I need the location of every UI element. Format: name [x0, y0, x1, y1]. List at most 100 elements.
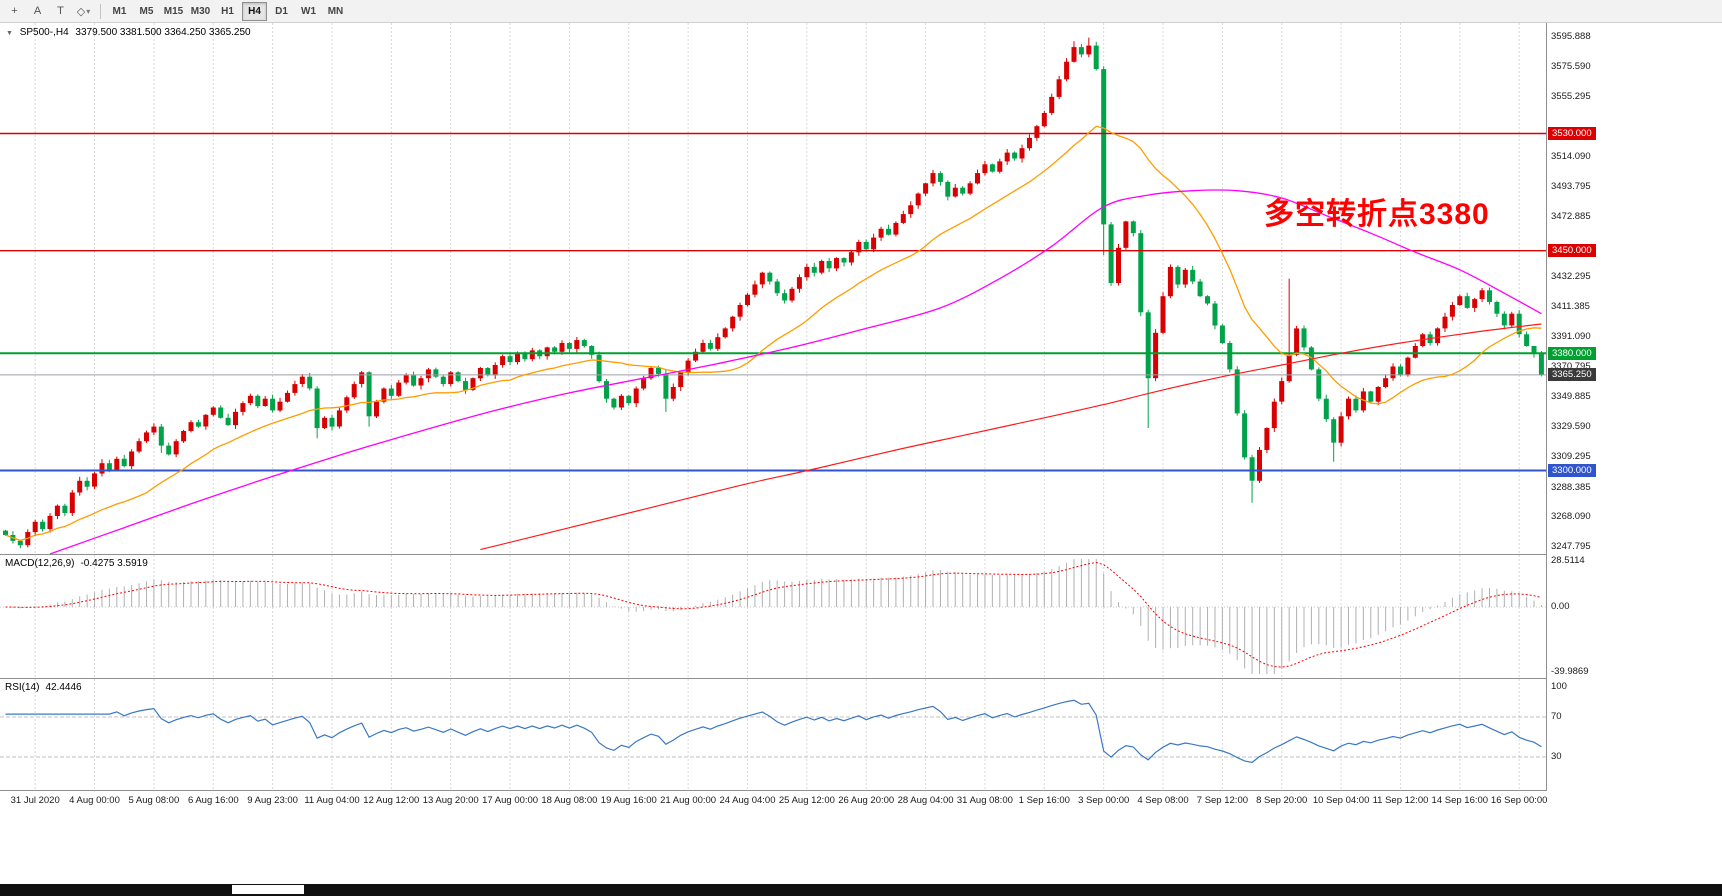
symbol-menu-icon[interactable]: ▼ — [6, 30, 13, 37]
macd-axis-label: -39.9869 — [1551, 666, 1589, 678]
chart-title: ▼ SP500-,H4 3379.500 3381.500 3364.250 3… — [6, 27, 255, 38]
time-axis-label: 31 Aug 08:00 — [956, 795, 1013, 806]
time-axis-label: 13 Aug 20:00 — [422, 795, 479, 806]
timeframe-button-w1[interactable]: W1 — [301, 5, 316, 17]
time-axis-label: 4 Sep 08:00 — [1137, 795, 1189, 806]
rsi-label: RSI(14) 42.4446 — [5, 682, 82, 693]
symbol-timeframe-label: SP500-,H4 — [19, 27, 69, 38]
price-tag-3450.000: 3450.000 — [1548, 244, 1596, 258]
macd-name: MACD(12,26,9) — [5, 558, 75, 569]
price-axis-label: 3514.090 — [1551, 150, 1591, 162]
time-axis-label: 31 Jul 2020 — [10, 795, 60, 806]
macd-label: MACD(12,26,9) -0.4275 3.5919 — [5, 558, 148, 569]
time-axis-label: 25 Aug 12:00 — [778, 795, 835, 806]
price-axis-label: 3472.885 — [1551, 211, 1591, 223]
rsi-panel[interactable]: RSI(14) 42.4446 — [0, 679, 1546, 790]
price-axis-label: 3329.590 — [1551, 421, 1591, 433]
price-axis-label: 3555.295 — [1551, 90, 1591, 102]
rsi-value: 42.4446 — [45, 682, 82, 693]
price-axis-label: 3309.295 — [1551, 450, 1591, 462]
taskbar-item[interactable] — [232, 885, 304, 894]
time-axis-label: 7 Sep 12:00 — [1196, 795, 1249, 806]
time-axis-label: 8 Sep 20:00 — [1256, 795, 1308, 806]
timeframe-button-m30[interactable]: M30 — [190, 5, 211, 17]
price-axis-label: 3349.885 — [1551, 391, 1591, 403]
time-axis-label: 10 Sep 04:00 — [1312, 795, 1370, 806]
price-tag-3530.000: 3530.000 — [1548, 127, 1596, 140]
dropdown-caret-icon: ▾ — [86, 6, 91, 16]
time-axis-label: 11 Sep 12:00 — [1372, 795, 1429, 806]
time-axis-label: 9 Aug 23:00 — [247, 795, 298, 806]
ma-mid-line — [49, 189, 1542, 554]
time-axis-label: 11 Aug 04:00 — [304, 795, 360, 806]
price-tag-3380.000: 3380.000 — [1548, 346, 1596, 360]
time-axis-label: 24 Aug 04:00 — [719, 795, 776, 806]
price-axis-label: 3247.795 — [1551, 541, 1591, 552]
time-axis-label: 21 Aug 00:00 — [660, 795, 717, 806]
rsi-axis-label: 70 — [1551, 711, 1562, 722]
time-axis-label: 4 Aug 00:00 — [69, 795, 120, 806]
price-axis-label: 3595.888 — [1551, 31, 1591, 42]
macd-histogram — [12, 559, 1542, 674]
time-axis-label: 1 Sep 16:00 — [1018, 795, 1070, 806]
time-axis[interactable]: 31 Jul 2020 4 Aug 00:00 5 Aug 08:00 6 Aug 1… — [0, 791, 1722, 815]
timeframe-button-m1[interactable]: M1 — [112, 5, 127, 17]
time-axis-label: 19 Aug 16:00 — [600, 795, 657, 806]
rsi-line — [5, 699, 1542, 764]
panel-separator[interactable] — [0, 554, 1722, 555]
candlestick-chart[interactable] — [0, 23, 1546, 554]
toolbar: + A T ◇ ▾ M1 M5 M15 M30 H1 H4 D1 W1 MN — [0, 0, 1722, 23]
tool-text-label-icon[interactable]: T — [57, 5, 64, 17]
price-tag-3300.000: 3300.000 — [1548, 464, 1596, 477]
time-axis-label: 28 Aug 04:00 — [897, 795, 954, 806]
candles — [3, 37, 1544, 549]
macd-chart[interactable] — [0, 555, 1546, 678]
time-axis-label: 26 Aug 20:00 — [838, 795, 895, 806]
price-axis-label: 3288.385 — [1551, 481, 1591, 493]
time-axis-label: 5 Aug 08:00 — [128, 795, 180, 806]
rsi-chart[interactable] — [0, 679, 1546, 790]
tool-text-icon[interactable]: A — [33, 5, 42, 17]
time-axis-label: 17 Aug 00:00 — [482, 795, 539, 806]
time-axis-label: 16 Sep 00:00 — [1490, 795, 1548, 806]
macd-axis-label: 28.5114 — [1551, 554, 1585, 566]
price-axis[interactable]: 3595.888 3575.590 3555.295 3514.090 3493.795… — [1547, 23, 1722, 815]
price-axis-label: 3432.295 — [1551, 270, 1591, 282]
ma-slow-line — [480, 323, 1542, 551]
rsi-axis-label: 100 — [1551, 681, 1567, 692]
price-axis-label: 3493.795 — [1551, 180, 1591, 192]
price-axis-label: 3268.090 — [1551, 511, 1591, 523]
time-axis-label: 14 Sep 16:00 — [1431, 795, 1489, 806]
time-axis-separator — [0, 790, 1722, 791]
timeframe-button-m5[interactable]: M5 — [139, 5, 154, 17]
rsi-axis-label: 30 — [1551, 751, 1562, 762]
timeframe-button-d1[interactable]: D1 — [275, 5, 288, 17]
price-chart-panel[interactable]: ▼ SP500-,H4 3379.500 3381.500 3364.250 3… — [0, 23, 1546, 554]
ma-fast-line — [5, 125, 1542, 542]
tool-shapes-icon[interactable]: ◇ ▾ — [76, 5, 91, 18]
time-axis-label: 3 Sep 00:00 — [1078, 795, 1130, 806]
price-axis-label: 3575.590 — [1551, 60, 1591, 72]
price-axis-label: 3391.090 — [1551, 331, 1591, 343]
taskbar-strip — [0, 884, 1722, 896]
price-tag-3365.250: 3365.250 — [1548, 368, 1596, 382]
toolbar-separator — [100, 3, 101, 19]
ohlc-values: 3379.500 3381.500 3364.250 3365.250 — [75, 27, 251, 38]
timeframe-button-h1[interactable]: H1 — [221, 5, 234, 17]
price-axis-label: 3411.385 — [1551, 301, 1590, 313]
time-axis-label: 12 Aug 12:00 — [363, 795, 420, 806]
timeframe-button-mn[interactable]: MN — [327, 5, 344, 17]
rsi-name: RSI(14) — [5, 682, 40, 693]
panel-separator[interactable] — [0, 678, 1722, 679]
timeframe-button-m15[interactable]: M15 — [163, 5, 184, 17]
tool-crosshair-icon[interactable]: + — [11, 5, 18, 17]
timeframe-group: M1 M5 M15 M30 H1 H4 D1 W1 MN — [107, 1, 348, 21]
timeframe-button-h4[interactable]: H4 — [242, 1, 267, 21]
chart-annotation-text[interactable]: 多空转折点3380 — [1264, 198, 1490, 231]
macd-panel[interactable]: MACD(12,26,9) -0.4275 3.5919 — [0, 555, 1546, 678]
time-axis-label: 18 Aug 08:00 — [541, 795, 598, 806]
time-axis-label: 6 Aug 16:00 — [187, 795, 239, 806]
price-axis-label: 3370.795 — [1551, 360, 1591, 372]
drawing-tools-group: + A T ◇ ▾ — [4, 2, 94, 21]
